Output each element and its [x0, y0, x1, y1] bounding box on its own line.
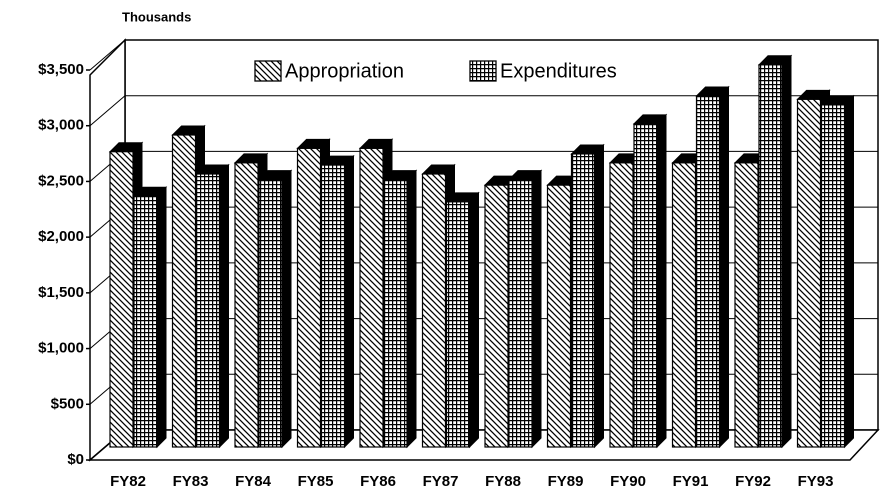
bar-face — [546, 184, 572, 448]
x-tick-label: FY84 — [235, 473, 272, 490]
x-tick-label: FY89 — [548, 473, 584, 490]
bar-face — [484, 184, 509, 448]
legend-label: Expenditures — [500, 60, 617, 82]
bar-face — [508, 178, 533, 448]
grid-line — [89, 95, 126, 127]
x-tick-label: FY82 — [110, 473, 146, 490]
x-tick-label: FY90 — [610, 473, 646, 490]
bar-face — [109, 151, 134, 448]
y-tick-label: $2,000 — [38, 228, 84, 245]
bar-face — [406, 169, 417, 449]
grid-line — [89, 39, 126, 71]
x-tick-label: FY87 — [423, 473, 459, 490]
bar-face — [445, 201, 471, 448]
y-tick-label: $3,500 — [38, 61, 84, 78]
bar — [132, 186, 168, 449]
bar-face — [320, 164, 346, 448]
x-tick-label: FY85 — [298, 473, 334, 490]
bar — [632, 113, 668, 449]
bar-face — [281, 169, 292, 449]
x-tick-label: FY91 — [673, 473, 709, 490]
y-axis-label: Thousands — [122, 9, 191, 24]
bar-face — [633, 123, 658, 448]
bar-face — [695, 95, 721, 448]
bar-face — [734, 162, 759, 448]
bar — [382, 169, 418, 449]
bar-face — [171, 134, 197, 448]
bar-face — [421, 173, 447, 448]
bar-face — [671, 162, 697, 448]
x-tick-label: FY86 — [360, 473, 396, 490]
y-tick-label: $0 — [67, 451, 84, 468]
bar-face — [820, 104, 846, 448]
legend-swatch — [469, 60, 497, 82]
bar — [320, 154, 355, 449]
x-tick-label: FY93 — [798, 473, 834, 490]
bar-face — [359, 147, 384, 448]
bar — [757, 54, 793, 449]
y-tick-label: $1,500 — [38, 284, 84, 301]
bar-face — [844, 94, 854, 449]
bar-face — [195, 173, 221, 448]
bar-face — [570, 153, 596, 448]
bar — [445, 191, 480, 449]
bar — [507, 169, 543, 449]
bar-face — [469, 191, 479, 449]
bar-face — [719, 85, 729, 449]
bar-face — [383, 178, 408, 448]
bar — [820, 94, 855, 449]
bar-face — [531, 169, 542, 449]
y-tick-label: $1,000 — [38, 340, 84, 357]
bar-face — [156, 186, 167, 449]
bar-face — [594, 143, 604, 449]
y-tick-label: $3,000 — [38, 117, 84, 134]
x-tick-label: FY83 — [173, 473, 209, 490]
bar-face — [234, 162, 259, 448]
x-tick-label: FY88 — [485, 473, 521, 490]
legend-swatch — [254, 60, 282, 82]
bar-face — [781, 54, 792, 449]
bar-face — [796, 98, 822, 448]
y-tick-label: $2,500 — [38, 172, 84, 189]
bar-face — [758, 64, 783, 448]
bar-face — [219, 163, 229, 449]
y-tick-label: $500 — [51, 395, 84, 412]
bar-face — [656, 113, 667, 449]
bar-face — [133, 195, 158, 448]
bar-face — [258, 178, 283, 448]
bar-face — [344, 154, 354, 449]
bar — [195, 163, 230, 449]
bar — [570, 143, 605, 449]
legend-label: Appropriation — [285, 60, 404, 82]
x-tick-label: FY92 — [735, 473, 771, 490]
bar-face — [296, 147, 322, 448]
bar — [695, 85, 730, 449]
bar-face — [609, 162, 634, 448]
bar — [257, 169, 293, 449]
